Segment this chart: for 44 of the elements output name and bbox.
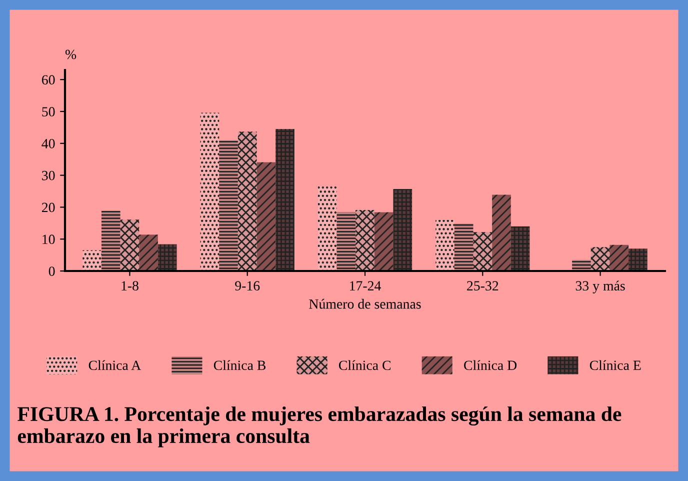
- bar: [454, 224, 474, 271]
- bar: [82, 250, 102, 271]
- legend-label: Clínica E: [590, 360, 641, 370]
- bar: [610, 244, 629, 271]
- bar: [256, 162, 276, 271]
- bar: [473, 232, 492, 271]
- bar: [510, 226, 530, 271]
- legend-label: Clínica D: [464, 360, 517, 370]
- legend-label: Clínica A: [88, 360, 142, 370]
- x-tick-label: 25-32: [467, 281, 498, 290]
- legend-label: Clínica B: [214, 360, 266, 370]
- x-tick-label: 17-24: [350, 281, 381, 290]
- bar: [200, 112, 220, 271]
- bar: [492, 194, 511, 271]
- bar: [436, 220, 454, 271]
- bar: [238, 132, 257, 271]
- text: FIGURA 1. Porcentaje de mujeres embarazadas según la semana de embarazo en la primera consulta: [18, 406, 622, 448]
- x-axis-title: Número de semanas: [309, 298, 421, 309]
- bar: [356, 210, 374, 271]
- y-tick-label: 10: [42, 234, 55, 244]
- bar: [276, 129, 294, 271]
- y-tick-label: 60: [42, 75, 55, 85]
- x-tick-label: 33 y más: [576, 280, 625, 294]
- bar: [572, 260, 591, 271]
- bar: [158, 244, 177, 271]
- bar: [101, 210, 120, 271]
- bar: [374, 212, 394, 271]
- bar: [120, 220, 140, 271]
- y-tick-label: 0: [48, 266, 55, 276]
- y-tick-label: 30: [42, 170, 55, 180]
- bar: [628, 248, 648, 271]
- bar: [393, 189, 412, 271]
- bar: [318, 186, 337, 271]
- bar: [590, 247, 610, 271]
- bar: [219, 140, 238, 271]
- x-tick-label: 9-16: [235, 281, 260, 290]
- y-tick-label: 20: [42, 202, 55, 212]
- bar: [139, 234, 158, 271]
- y-axis-title: %: [65, 50, 76, 60]
- bar: [336, 212, 356, 271]
- y-tick-label: 40: [42, 138, 55, 148]
- x-tick-label: 1-8: [122, 281, 138, 290]
- legend-label: Clínica C: [338, 360, 390, 370]
- y-tick-label: 50: [42, 107, 55, 116]
